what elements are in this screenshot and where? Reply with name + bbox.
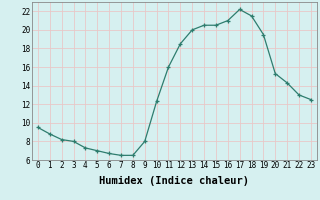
X-axis label: Humidex (Indice chaleur): Humidex (Indice chaleur) xyxy=(100,176,249,186)
